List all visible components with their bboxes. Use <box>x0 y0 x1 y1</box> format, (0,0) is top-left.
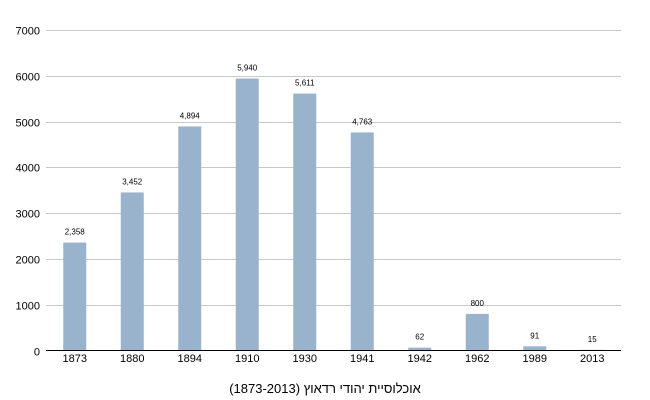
bar <box>465 313 489 351</box>
data-label: 15 <box>588 335 597 344</box>
x-axis-ticks: 1873 1880 1894 1910 1930 1941 1942 1962 1989 2013 <box>63 353 605 365</box>
x-tick-label: 1962 <box>465 353 489 365</box>
bars <box>63 78 604 351</box>
data-label: 91 <box>530 331 539 340</box>
x-tick-label: 1873 <box>63 353 87 365</box>
data-label: 3,452 <box>122 177 143 186</box>
data-label: 800 <box>471 299 485 308</box>
x-tick-label: 1894 <box>178 353 202 365</box>
data-label: 5,940 <box>237 64 258 73</box>
data-label: 4,894 <box>180 111 201 120</box>
bar <box>120 192 144 351</box>
x-tick-label: 1910 <box>235 353 259 365</box>
x-tick-label: 1941 <box>350 353 374 365</box>
y-axis-ticks: 0 1000 2000 3000 4000 5000 6000 7000 <box>16 26 40 359</box>
y-tick-label: 5000 <box>16 118 40 130</box>
bar <box>235 78 259 351</box>
bar <box>178 126 202 351</box>
bar <box>350 132 374 351</box>
bar <box>293 93 317 351</box>
data-label: 62 <box>415 333 424 342</box>
bar <box>63 242 87 351</box>
y-tick-label: 2000 <box>16 255 40 267</box>
y-tick-label: 7000 <box>16 26 40 38</box>
data-labels: 2,358 3,452 4,894 5,940 5,611 4,763 62 800 91 15 <box>65 64 598 344</box>
x-tick-label: 2013 <box>580 353 604 365</box>
chart-title: אוכלוסיית יהודי רדאוץ (1873-2013) <box>229 381 421 396</box>
y-tick-label: 4000 <box>16 163 40 175</box>
bar <box>523 346 547 351</box>
x-tick-label: 1930 <box>293 353 317 365</box>
y-tick-label: 1000 <box>16 301 40 313</box>
data-label: 4,763 <box>352 117 373 126</box>
y-tick-label: 3000 <box>16 209 40 221</box>
x-tick-label: 1989 <box>523 353 547 365</box>
data-label: 5,611 <box>295 79 315 88</box>
data-label: 2,358 <box>65 228 86 237</box>
x-tick-label: 1942 <box>408 353 432 365</box>
x-tick-label: 1880 <box>120 353 144 365</box>
y-tick-label: 6000 <box>16 72 40 84</box>
bar <box>408 347 432 351</box>
y-tick-label: 0 <box>34 347 40 359</box>
